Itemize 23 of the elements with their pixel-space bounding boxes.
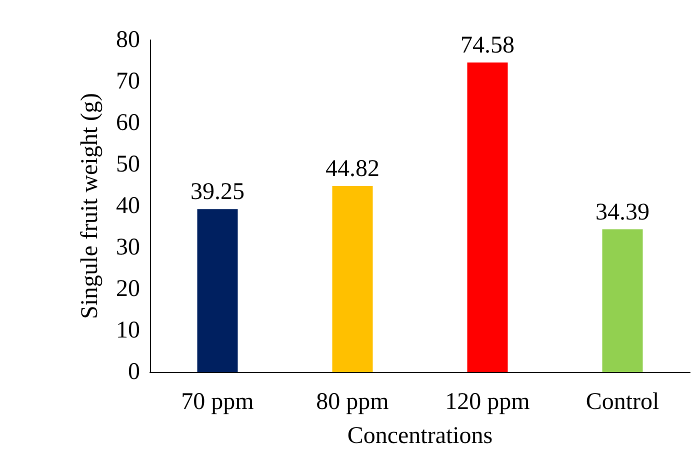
x-tick-label: Control <box>586 389 660 415</box>
y-tick-label: 30 <box>116 234 140 260</box>
bar <box>197 209 238 372</box>
x-axis-title: Concentrations <box>347 423 493 449</box>
x-tick-label: 70 ppm <box>181 389 254 415</box>
y-tick-label: 50 <box>116 152 140 178</box>
x-tick-label: 80 ppm <box>316 389 390 415</box>
data-label: 34.39 <box>596 199 650 226</box>
y-tick-label: 40 <box>116 193 140 219</box>
y-tick-label: 20 <box>116 276 140 302</box>
data-label: 39.25 <box>190 179 244 206</box>
bar <box>602 229 643 372</box>
y-tick-label: 0 <box>128 359 140 385</box>
y-axis-title: Singule fruit weight (g) <box>77 93 103 319</box>
data-label: 44.82 <box>326 156 380 182</box>
bar <box>467 62 508 372</box>
data-label: 74.58 <box>460 32 514 58</box>
y-tick-label: 80 <box>116 27 140 53</box>
y-tick-label: 10 <box>116 318 140 344</box>
y-tick-label: 60 <box>116 110 140 136</box>
x-tick-label: 120 ppm <box>445 389 530 415</box>
bar <box>332 186 373 372</box>
y-tick-label: 70 <box>116 68 140 94</box>
